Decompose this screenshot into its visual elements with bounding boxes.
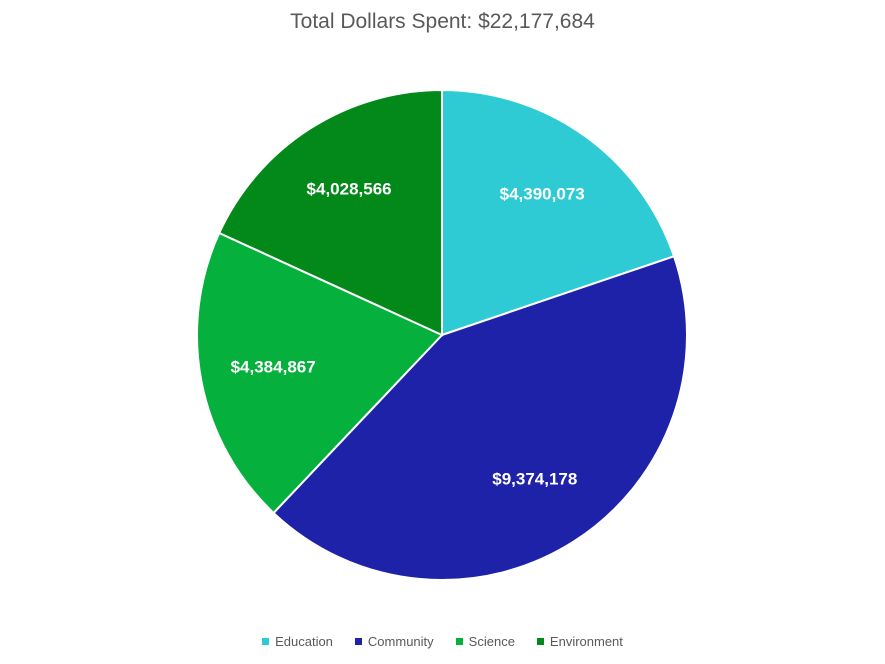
pie-slice-community <box>272 255 688 581</box>
pie-slice-education <box>441 88 676 337</box>
chart-title: Total Dollars Spent: $22,177,684 <box>290 10 595 33</box>
legend-label-environment: Environment <box>549 634 623 649</box>
data-label-environment: $4,028,566 <box>307 180 392 199</box>
legend-item-community: Community <box>354 634 434 649</box>
legend-item-education: Education <box>262 634 333 649</box>
legend-swatch-science <box>455 638 463 645</box>
data-label-education: $4,390,073 <box>500 185 585 204</box>
data-label-science: $4,384,867 <box>231 357 316 376</box>
chart-legend: Education Community Science Environment <box>0 634 885 649</box>
data-label-community: $9,374,178 <box>492 469 577 488</box>
legend-swatch-environment <box>536 638 544 645</box>
pie-slice-science <box>196 231 444 515</box>
legend-label-science: Science <box>468 634 515 649</box>
pie-slice-environment <box>217 88 443 337</box>
legend-label-education: Education <box>275 634 333 649</box>
legend-item-environment: Environment <box>536 634 623 649</box>
legend-swatch-community <box>354 638 362 645</box>
legend-swatch-education <box>262 638 270 645</box>
legend-label-community: Community <box>367 634 434 649</box>
legend-item-science: Science <box>455 634 515 649</box>
